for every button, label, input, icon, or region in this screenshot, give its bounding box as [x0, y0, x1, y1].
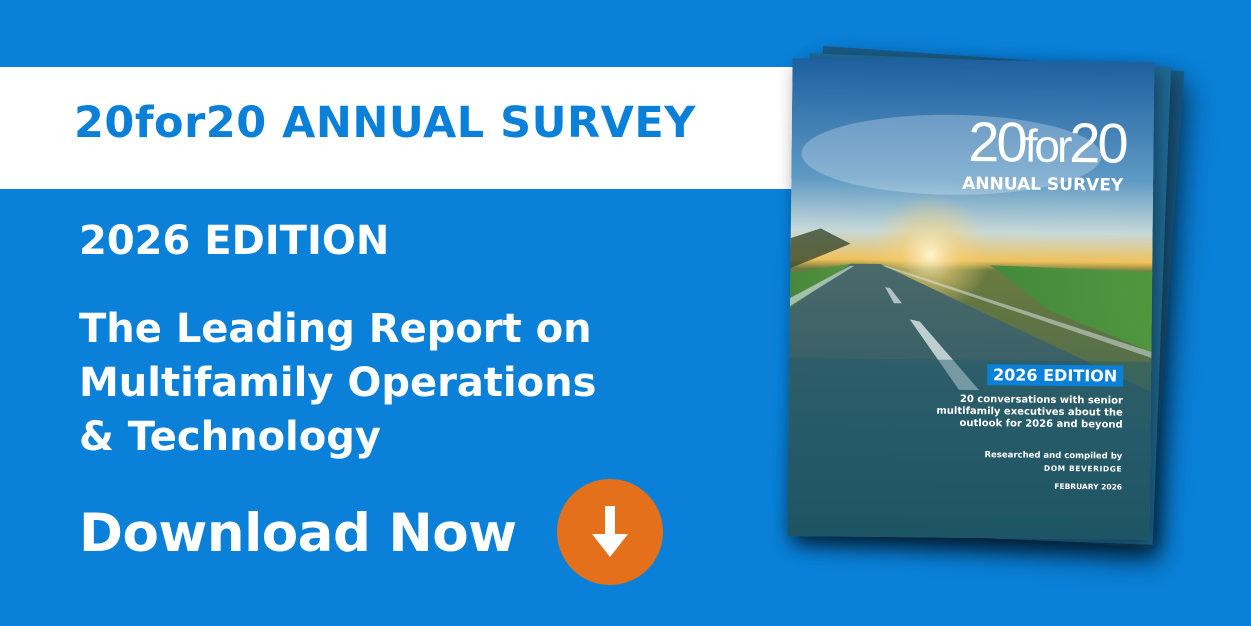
tagline-line-1: The Leading Report on — [79, 306, 592, 352]
download-now-link[interactable]: Download Now — [79, 503, 517, 564]
cover-description: 20 conversations with senior multifamily… — [936, 393, 1123, 431]
tagline: The Leading Report on Multifamily Operat… — [79, 302, 596, 464]
edition-heading: 2026 EDITION — [79, 218, 390, 264]
report-cover[interactable]: 20for20 ANNUAL SURVEY 2026 EDITION 20 co… — [787, 58, 1155, 540]
cover-subtitle: ANNUAL SURVEY — [962, 173, 1124, 196]
tagline-line-3: & Technology — [79, 414, 381, 460]
arrow-down-icon — [592, 506, 628, 557]
cover-date: FEBRUARY 2026 — [1054, 481, 1123, 492]
survey-title: 20for20 ANNUAL SURVEY — [74, 98, 696, 148]
cover-logo: 20for20 — [968, 109, 1126, 175]
cover-edition-badge: 2026 EDITION — [986, 364, 1124, 387]
tagline-line-2: Multifamily Operations — [79, 360, 597, 406]
cover-author: DOM BEVERIDGE — [1043, 463, 1123, 474]
cover-credit: Researched and compiled by — [984, 450, 1123, 462]
road-sunset-image — [787, 58, 1155, 540]
download-button[interactable] — [557, 479, 663, 585]
title-banner — [0, 67, 795, 189]
